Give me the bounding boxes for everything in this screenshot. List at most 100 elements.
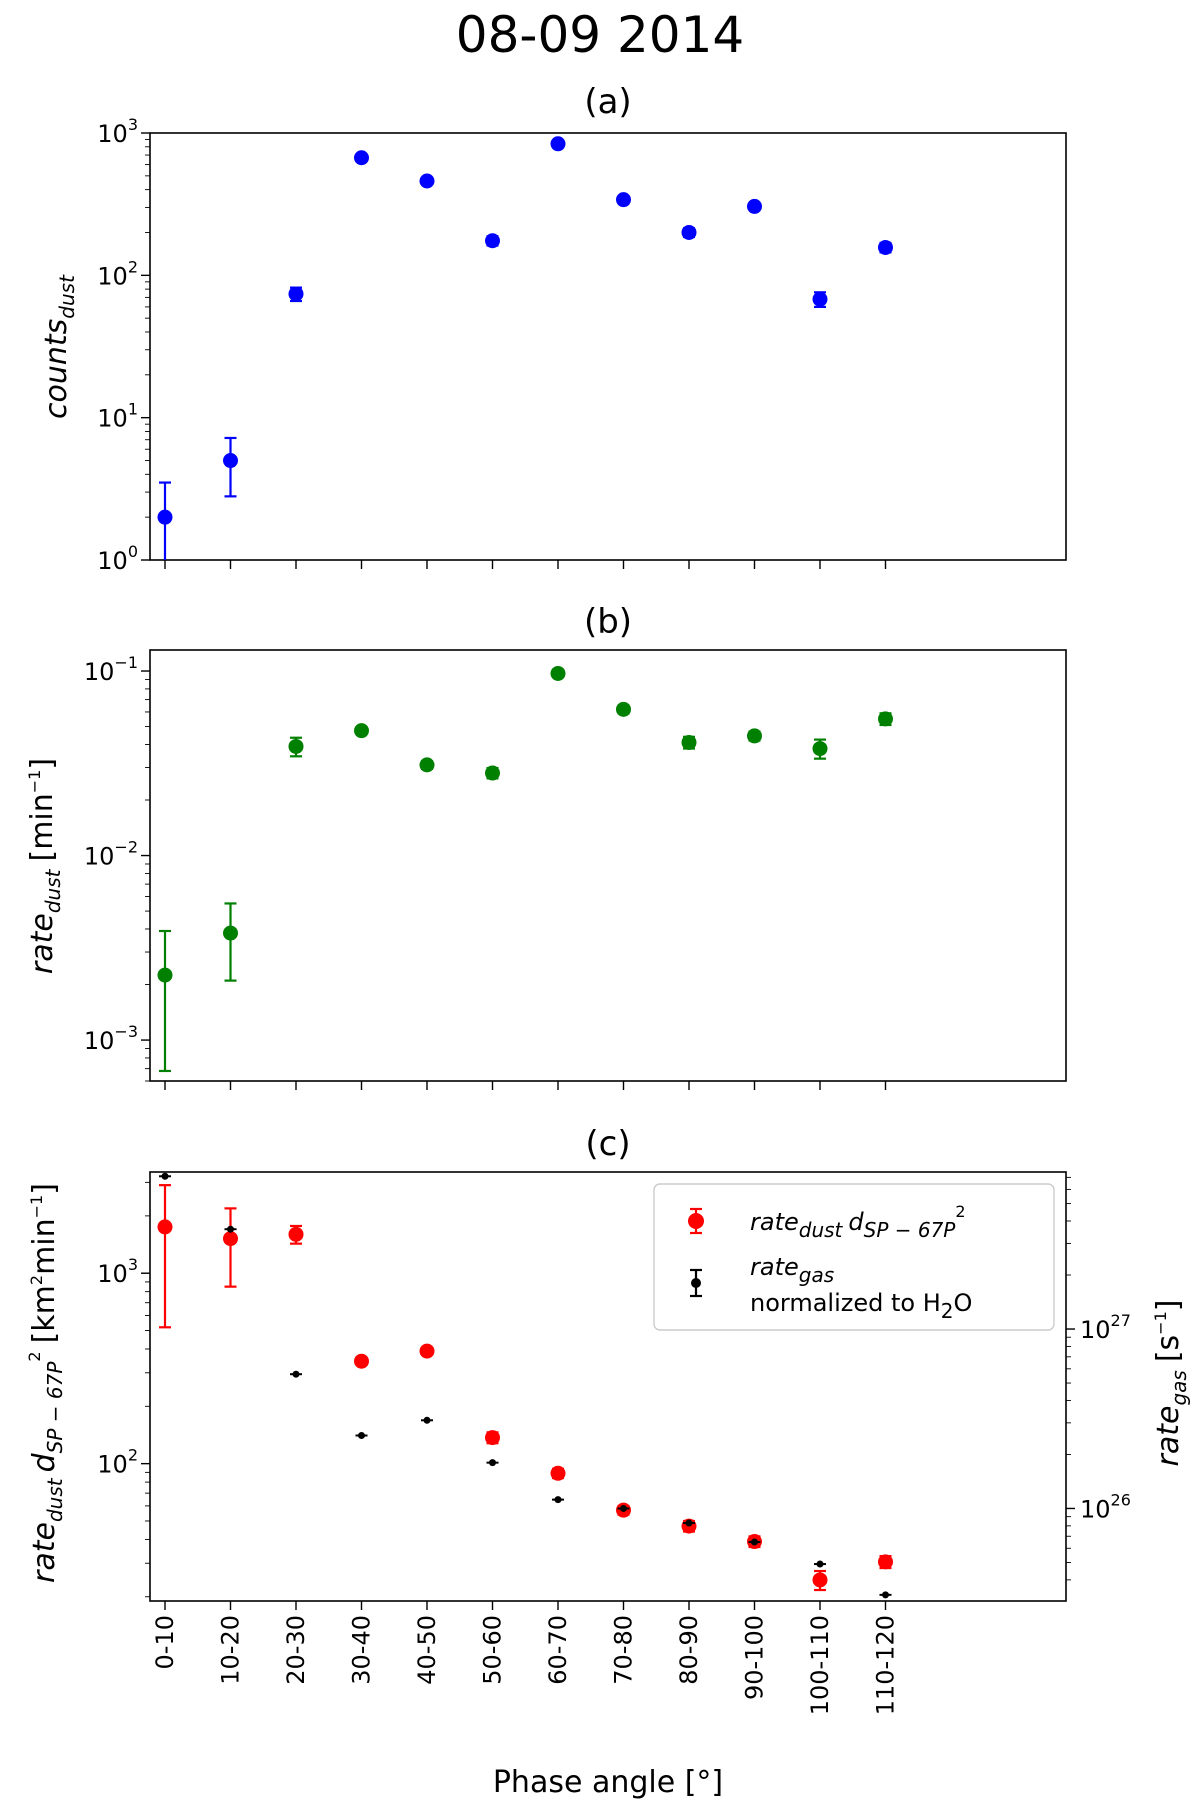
data-point bbox=[878, 711, 893, 727]
y-tick-label: 101 bbox=[97, 400, 138, 433]
gas-point bbox=[751, 1538, 758, 1546]
y-tick-exp: 2 bbox=[128, 257, 138, 276]
gas-point bbox=[882, 1591, 889, 1599]
gas-point bbox=[423, 1416, 431, 1424]
legend-gas-label-line2: normalized to H2O bbox=[750, 1289, 972, 1323]
y-tick-exp: 3 bbox=[128, 115, 138, 134]
panel-c-y2label-unit: [s bbox=[1151, 1335, 1186, 1362]
x-tick-label: 50-60 bbox=[479, 1615, 507, 1685]
panel-c-y2label-sub: gas bbox=[1167, 1370, 1191, 1405]
panel-c-ylabel-unit-sup: 2 bbox=[27, 1275, 46, 1285]
legend-dust-label: ratedust dSP − 67P2 bbox=[750, 1202, 966, 1242]
panel-c-y2label-unit-close: ] bbox=[1151, 1300, 1186, 1312]
y-tick-base: 10 bbox=[97, 120, 128, 148]
data-point bbox=[550, 136, 566, 152]
y-tick-base: 10 bbox=[84, 843, 115, 871]
legend-gas-line2-pre: normalized to H bbox=[750, 1289, 941, 1317]
data-point bbox=[223, 925, 238, 941]
data-point bbox=[550, 1465, 566, 1481]
x-tick-label: 110-120 bbox=[872, 1615, 900, 1715]
data-point bbox=[157, 967, 173, 983]
y-tick-label: 102 bbox=[97, 1446, 138, 1479]
data-point bbox=[812, 1572, 828, 1588]
data-point bbox=[288, 286, 304, 302]
data-point bbox=[812, 741, 828, 757]
panel-b-ylabel-unit-close: ] bbox=[25, 758, 60, 770]
data-point bbox=[354, 150, 369, 166]
data-point bbox=[485, 233, 500, 249]
gas-point bbox=[554, 1496, 562, 1504]
data-point bbox=[681, 734, 697, 750]
data-point bbox=[419, 1343, 435, 1359]
panel-a-xticks bbox=[164, 560, 887, 569]
panel-c-ylabel-d-sub: SP − 67P bbox=[43, 1361, 67, 1454]
legend-entry-gas: rategas normalized to H2O bbox=[690, 1253, 972, 1323]
y-tick-base: 10 bbox=[84, 1027, 115, 1055]
legend-gas-line2-post: O bbox=[954, 1289, 973, 1317]
legend-dust-label-sub: dust bbox=[799, 1218, 844, 1242]
x-tick-label: 100-110 bbox=[806, 1615, 834, 1715]
y2-tick-label: 1027 bbox=[1080, 1311, 1131, 1344]
legend-entry-dust: ratedust dSP − 67P2 bbox=[688, 1202, 966, 1242]
legend-gas-marker bbox=[691, 1278, 701, 1288]
y2-tick-base: 10 bbox=[1080, 1316, 1111, 1344]
data-point bbox=[550, 665, 566, 681]
panel-c-marks bbox=[157, 1172, 893, 1599]
panel-c-ylabel-unit-mid: min bbox=[27, 1218, 62, 1275]
legend-dust-label-main: rate bbox=[750, 1208, 799, 1236]
panel-b-frame bbox=[149, 649, 1067, 1082]
x-tick-label: 70-80 bbox=[610, 1615, 638, 1685]
y-tick-base: 10 bbox=[97, 1260, 128, 1288]
data-point bbox=[157, 1219, 173, 1235]
y-tick-base: 10 bbox=[97, 405, 128, 433]
x-tick-label: 90-100 bbox=[741, 1615, 769, 1700]
data-point bbox=[485, 765, 500, 781]
panel-c-y2ticks: 10 26 1027 bbox=[1066, 1176, 1131, 1581]
x-tick-label: 20-30 bbox=[282, 1615, 310, 1685]
data-point bbox=[747, 198, 762, 214]
panel-b-marks bbox=[157, 665, 893, 1073]
panel-b-ylabel-sub: dust bbox=[41, 868, 65, 913]
panel-c-legend: ratedust dSP − 67P2 rategas normalized to… bbox=[653, 1183, 1055, 1331]
y-tick-base: 10 bbox=[97, 262, 128, 290]
data-point bbox=[288, 738, 304, 754]
y-tick-label: 10−1 bbox=[84, 653, 138, 686]
y2-tick-exp: 26 bbox=[1111, 1490, 1131, 1509]
data-point bbox=[812, 291, 828, 307]
data-point bbox=[354, 723, 369, 739]
panel-a-title: (a) bbox=[584, 82, 631, 122]
gas-point bbox=[816, 1560, 824, 1568]
data-point bbox=[223, 453, 238, 469]
data-point bbox=[616, 701, 631, 717]
panel-b-ylabel: ratedust [min−1] bbox=[25, 758, 65, 974]
panel-c-ylabel-main: rate bbox=[27, 1522, 62, 1583]
y-tick-exp: −2 bbox=[114, 838, 138, 857]
panel-b-yticks: 10−310−210−1 bbox=[84, 653, 150, 1082]
data-point bbox=[485, 1430, 500, 1446]
panel-c-xticks: 0-10 10-20 20-30 30-40 40-50 50-60 60-70 70-80 8… bbox=[151, 1601, 900, 1715]
y-tick-label: 102 bbox=[97, 257, 138, 290]
panel-a-frame bbox=[149, 132, 1067, 561]
x-tick-label: 30-40 bbox=[348, 1615, 376, 1685]
x-axis-label: Phase angle [°] bbox=[493, 1765, 723, 1800]
data-point bbox=[616, 192, 631, 208]
y-tick-base: 10 bbox=[97, 1451, 128, 1479]
legend-dust-marker bbox=[688, 1213, 704, 1229]
x-tick-label: 0-10 bbox=[151, 1615, 179, 1669]
y-tick-label: 10−2 bbox=[84, 838, 138, 871]
y-tick-base: 10 bbox=[84, 658, 115, 686]
legend-gas-label-line1: rategas bbox=[750, 1253, 834, 1287]
data-point bbox=[878, 239, 893, 255]
x-tick-label: 10-20 bbox=[217, 1615, 245, 1685]
x-tick-label: 40-50 bbox=[413, 1615, 441, 1685]
legend-dust-label-d-sup: 2 bbox=[955, 1202, 965, 1221]
gas-point bbox=[685, 1519, 693, 1527]
y-tick-label: 10−3 bbox=[84, 1022, 138, 1055]
data-point bbox=[223, 1231, 238, 1247]
y-tick-exp: 3 bbox=[128, 1255, 138, 1274]
data-point bbox=[747, 728, 762, 744]
